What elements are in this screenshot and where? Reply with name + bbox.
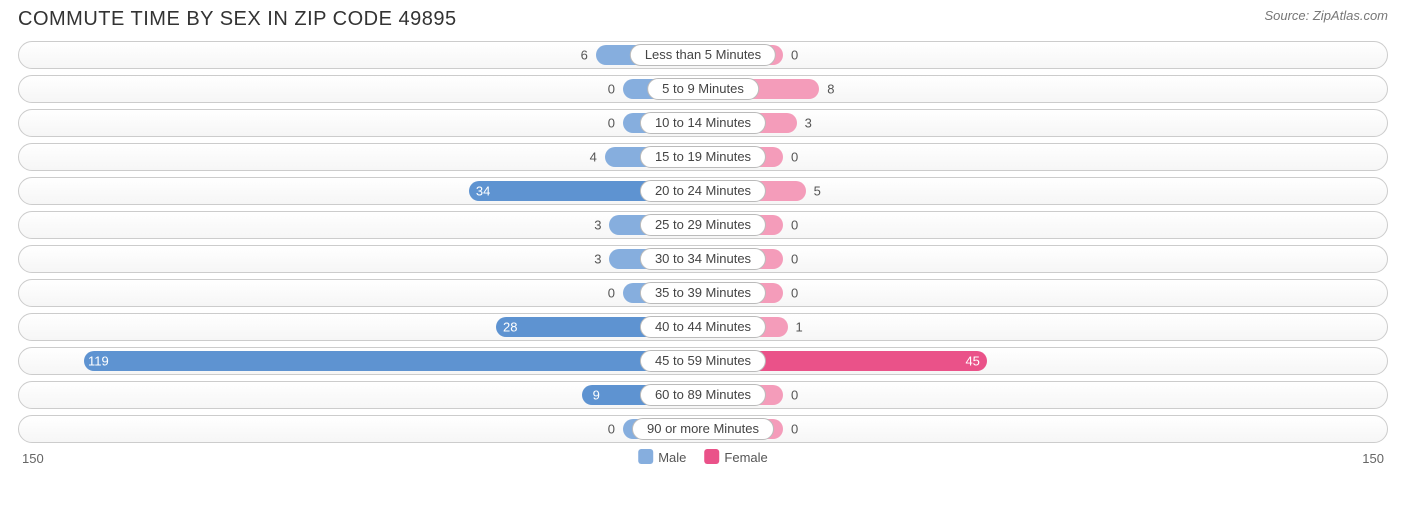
chart-row: 40 to 44 Minutes 28 1 bbox=[18, 313, 1388, 341]
row-category-label: 30 to 34 Minutes bbox=[640, 248, 766, 270]
value-label-male: 9 bbox=[593, 388, 600, 403]
chart-row: 30 to 34 Minutes 3 0 bbox=[18, 245, 1388, 273]
value-label-male: 3 bbox=[594, 218, 601, 233]
bar-male bbox=[84, 351, 703, 371]
row-category-label: 5 to 9 Minutes bbox=[647, 78, 759, 100]
chart-plot-area: Less than 5 Minutes 6 0 5 to 9 Minutes 0 8 10 … bbox=[0, 35, 1406, 443]
legend-item-male: Male bbox=[638, 449, 686, 465]
chart-footer: 150 Male Female 150 bbox=[0, 449, 1406, 473]
chart-row: 20 to 24 Minutes 34 5 bbox=[18, 177, 1388, 205]
row-category-label: 35 to 39 Minutes bbox=[640, 282, 766, 304]
value-label-male: 28 bbox=[503, 320, 517, 335]
row-category-label: 10 to 14 Minutes bbox=[640, 112, 766, 134]
value-label-male: 4 bbox=[590, 150, 597, 165]
value-label-female: 1 bbox=[796, 320, 803, 335]
row-category-label: 40 to 44 Minutes bbox=[640, 316, 766, 338]
chart-source: Source: ZipAtlas.com bbox=[1264, 8, 1388, 23]
chart-row: 25 to 29 Minutes 3 0 bbox=[18, 211, 1388, 239]
legend-swatch-male bbox=[638, 449, 653, 464]
value-label-female: 5 bbox=[814, 184, 821, 199]
value-label-female: 3 bbox=[805, 116, 812, 131]
chart-title: COMMUTE TIME BY SEX IN ZIP CODE 49895 bbox=[18, 8, 457, 31]
axis-max-right: 150 bbox=[1362, 451, 1384, 466]
chart-row: 5 to 9 Minutes 0 8 bbox=[18, 75, 1388, 103]
value-label-female: 0 bbox=[791, 388, 798, 403]
row-category-label: 15 to 19 Minutes bbox=[640, 146, 766, 168]
chart-legend: Male Female bbox=[638, 449, 768, 465]
value-label-male: 0 bbox=[608, 422, 615, 437]
row-category-label: Less than 5 Minutes bbox=[630, 44, 776, 66]
row-category-label: 90 or more Minutes bbox=[632, 418, 774, 440]
chart-row: 45 to 59 Minutes 119 45 bbox=[18, 347, 1388, 375]
chart-row: 15 to 19 Minutes 4 0 bbox=[18, 143, 1388, 171]
value-label-male: 119 bbox=[88, 354, 109, 369]
legend-swatch-female bbox=[704, 449, 719, 464]
axis-max-left: 150 bbox=[22, 451, 44, 466]
value-label-male: 0 bbox=[608, 286, 615, 301]
legend-label-male: Male bbox=[658, 450, 686, 465]
value-label-female: 45 bbox=[965, 354, 979, 369]
value-label-male: 3 bbox=[594, 252, 601, 267]
chart-row: 90 or more Minutes 0 0 bbox=[18, 415, 1388, 443]
value-label-female: 0 bbox=[791, 150, 798, 165]
chart-header: COMMUTE TIME BY SEX IN ZIP CODE 49895 So… bbox=[0, 0, 1406, 35]
chart-row: 35 to 39 Minutes 0 0 bbox=[18, 279, 1388, 307]
row-category-label: 20 to 24 Minutes bbox=[640, 180, 766, 202]
value-label-male: 0 bbox=[608, 116, 615, 131]
value-label-female: 0 bbox=[791, 286, 798, 301]
value-label-male: 6 bbox=[581, 48, 588, 63]
legend-item-female: Female bbox=[704, 449, 767, 465]
chart-row: 10 to 14 Minutes 0 3 bbox=[18, 109, 1388, 137]
value-label-female: 0 bbox=[791, 48, 798, 63]
chart-row: Less than 5 Minutes 6 0 bbox=[18, 41, 1388, 69]
value-label-male: 34 bbox=[476, 184, 490, 199]
value-label-female: 0 bbox=[791, 422, 798, 437]
value-label-female: 8 bbox=[827, 82, 834, 97]
chart-row: 60 to 89 Minutes 9 0 bbox=[18, 381, 1388, 409]
value-label-female: 0 bbox=[791, 252, 798, 267]
legend-label-female: Female bbox=[724, 450, 767, 465]
row-category-label: 60 to 89 Minutes bbox=[640, 384, 766, 406]
value-label-female: 0 bbox=[791, 218, 798, 233]
value-label-male: 0 bbox=[608, 82, 615, 97]
row-category-label: 25 to 29 Minutes bbox=[640, 214, 766, 236]
row-category-label: 45 to 59 Minutes bbox=[640, 350, 766, 372]
